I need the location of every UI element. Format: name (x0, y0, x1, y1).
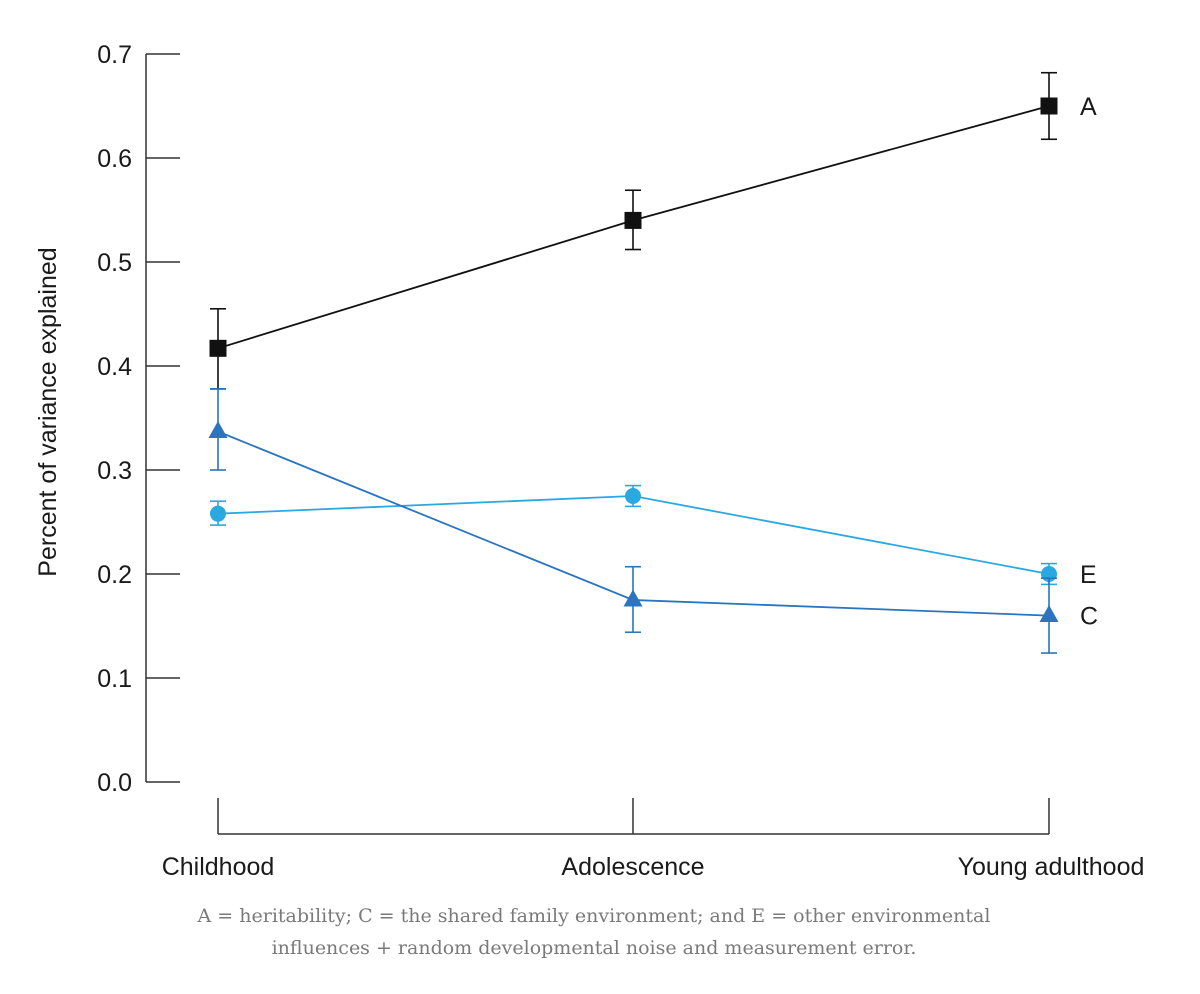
data-point-square (624, 211, 642, 229)
series-C: C (208, 388, 1098, 654)
y-tick-label: 0.3 (97, 457, 132, 485)
data-point-circle (210, 505, 226, 522)
series-layer: A EC (208, 71, 1098, 654)
data-point-triangle (208, 420, 228, 438)
x-tick-label: Young adulthood (958, 853, 1145, 881)
data-point-square (1040, 97, 1058, 115)
x-tick-label: Adolescence (561, 853, 704, 881)
data-point-triangle (623, 589, 643, 607)
series-label-A: A (1080, 93, 1097, 121)
y-axis-title: Percent of variance explained (34, 247, 62, 576)
caption-line-2: influences + random developmental noise … (271, 937, 917, 959)
caption-line-1: A = heritability; C = the shared family … (197, 905, 991, 927)
data-point-square (209, 339, 227, 357)
line-chart: 0.0 0.1 0.2 0.3 0.4 0.5 0.6 0.7 Childhood Adoles… (34, 41, 1145, 881)
x-axis: Childhood Adolescence Young adulthood (162, 798, 1145, 881)
y-tick-label: 0.5 (97, 249, 132, 277)
y-tick-label: 0.1 (97, 665, 132, 693)
data-point-triangle (1039, 605, 1059, 623)
series-E: E (210, 484, 1097, 589)
data-point-circle (625, 488, 641, 504)
y-tick-label: 0.7 (97, 41, 132, 69)
y-tick-label: 0.0 (97, 769, 132, 797)
series-line (217, 495, 1050, 575)
y-tick-label: 0.6 (97, 145, 132, 173)
x-tick-label: Childhood (162, 853, 275, 881)
series-label-C: C (1080, 603, 1098, 631)
series-label-E: E (1080, 561, 1097, 589)
y-tick-label: 0.2 (97, 561, 132, 589)
y-axis: 0.0 0.1 0.2 0.3 0.4 0.5 0.6 0.7 (97, 41, 180, 797)
series-A: A (209, 71, 1097, 390)
y-tick-label: 0.4 (97, 353, 132, 381)
